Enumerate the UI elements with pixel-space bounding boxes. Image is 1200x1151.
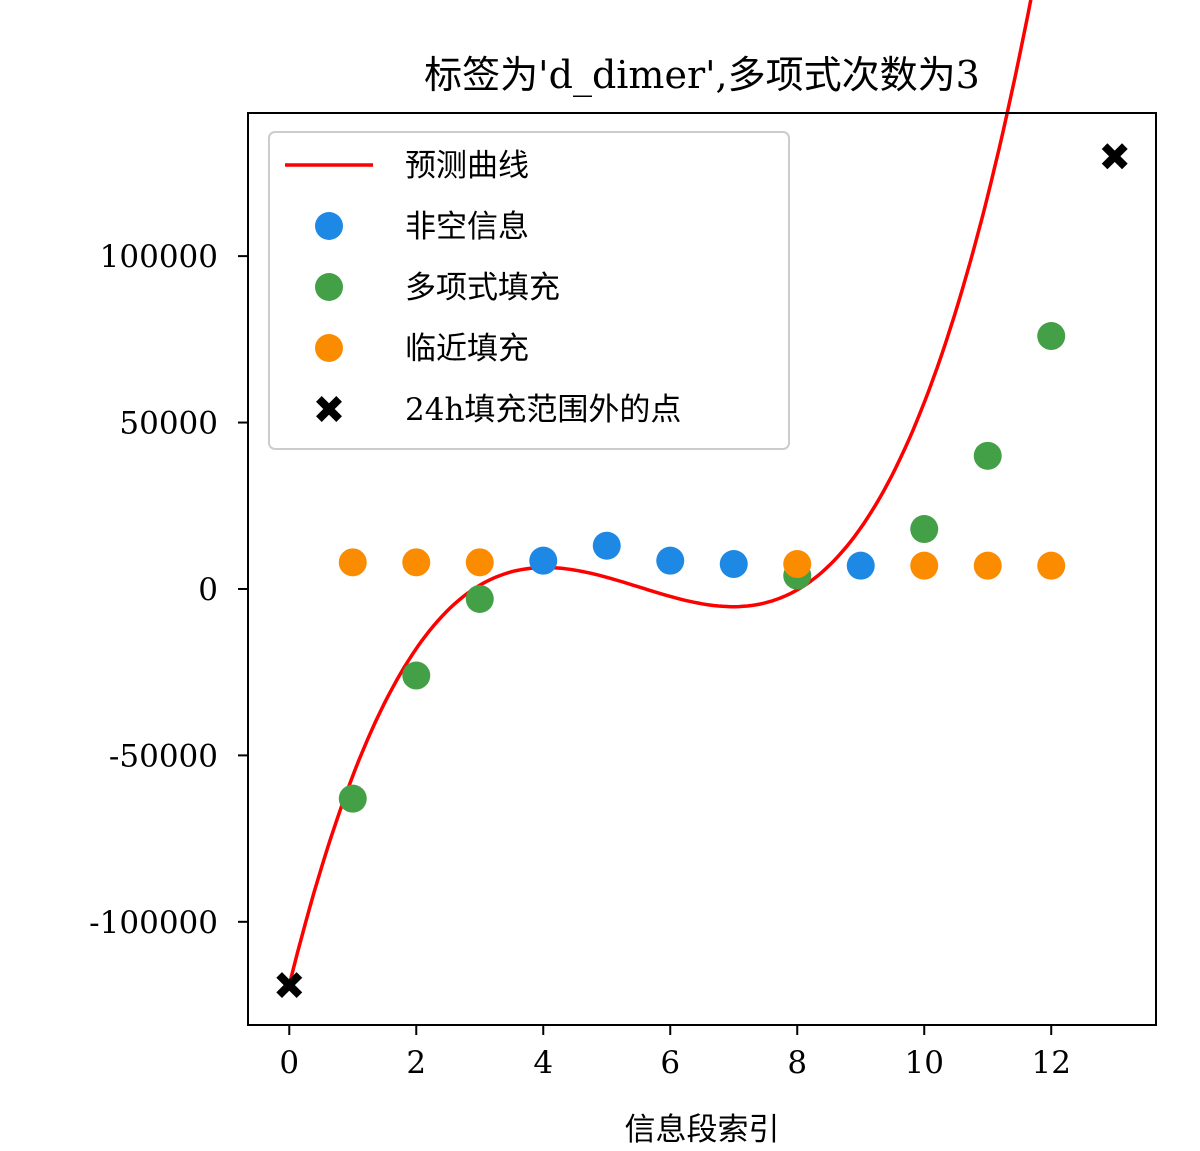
series-layer (276, 0, 1128, 999)
data-point (592, 531, 621, 560)
x-tick-label: 8 (787, 1045, 807, 1081)
data-point (1037, 322, 1066, 351)
x-axis-label: 信息段索引 (625, 1112, 780, 1148)
data-point (338, 548, 367, 577)
data-point (719, 550, 748, 579)
data-point (973, 551, 1002, 580)
series-1 (529, 531, 875, 580)
y-tick-label: 0 (198, 572, 218, 608)
data-point (1037, 551, 1066, 580)
data-point (529, 546, 558, 575)
data-point (465, 548, 494, 577)
x-marker-stroke (276, 972, 303, 999)
legend-marker-swatch (315, 273, 343, 301)
legend-marker-swatch (315, 212, 343, 240)
data-point (846, 551, 875, 580)
series-3 (338, 548, 1066, 580)
x-tick-label: 4 (533, 1045, 553, 1081)
legend-marker-swatch (315, 334, 343, 362)
legend-marker-swatch (316, 396, 342, 422)
legend-label: 多项式填充 (405, 270, 560, 306)
chart-title: 标签为'd_dimer',多项式次数为3 (424, 53, 980, 98)
ticks-layer: 0 2 4 6 8 10 12 100000 50000 0 -50000 -100000 (89, 239, 1071, 1081)
outlier-point (1101, 143, 1128, 170)
data-point (465, 584, 494, 613)
x-tick-label: 0 (279, 1045, 299, 1081)
y-tick-label: 100000 (100, 239, 218, 275)
y-tick-label: -50000 (109, 738, 218, 774)
data-point (656, 546, 685, 575)
outlier-point (276, 972, 303, 999)
x-tick-label: 12 (1032, 1045, 1071, 1081)
x-tick-label: 2 (406, 1045, 426, 1081)
legend-label: 预测曲线 (405, 148, 529, 184)
legend-box (268, 131, 790, 450)
y-tick-label: -100000 (89, 905, 218, 941)
prediction-curve (287, 0, 1033, 986)
data-point (910, 551, 939, 580)
data-point (402, 661, 431, 690)
data-point (973, 441, 1002, 470)
x-tick-label: 10 (905, 1045, 944, 1081)
legend-label: 24h填充范围外的点 (405, 392, 681, 428)
x-marker-stroke (316, 396, 342, 422)
data-point (910, 515, 939, 544)
series-4 (276, 143, 1128, 999)
data-point (338, 784, 367, 813)
y-tick-label: 50000 (119, 406, 218, 442)
legend-label: 临近填充 (405, 331, 529, 367)
x-tick-label: 6 (660, 1045, 680, 1081)
legend-label: 非空信息 (405, 209, 529, 245)
axes-frame (247, 112, 1157, 1026)
data-point (783, 550, 812, 579)
x-marker-stroke (1101, 143, 1128, 170)
data-point (402, 548, 431, 577)
